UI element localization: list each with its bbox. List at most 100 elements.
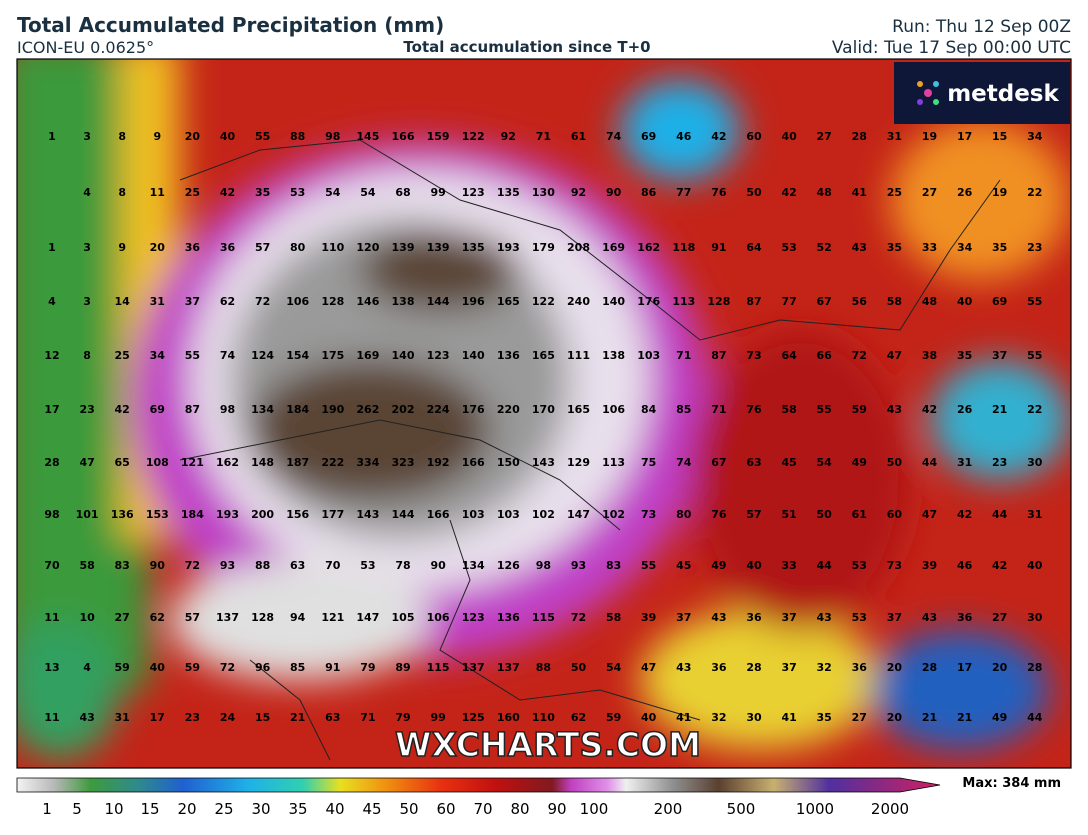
grid-value: 43 [922,611,937,624]
grid-value: 90 [430,559,446,572]
grid-value: 102 [602,508,625,521]
grid-value: 45 [781,456,796,469]
grid-value: 123 [427,349,450,362]
grid-value: 54 [817,456,833,469]
grid-value: 136 [497,611,520,624]
grid-value: 139 [427,241,450,254]
grid-value: 28 [1027,661,1042,674]
grid-value: 42 [957,508,972,521]
grid-value: 72 [571,611,586,624]
grid-value: 15 [992,130,1007,143]
grid-value: 136 [497,349,520,362]
map-frame [16,58,1072,769]
grid-value: 35 [992,241,1007,254]
grid-value: 53 [290,186,305,199]
grid-value: 27 [852,711,867,724]
grid-value: 140 [462,349,485,362]
grid-value: 27 [992,611,1007,624]
grid-value: 50 [817,508,833,521]
grid-value: 165 [497,295,520,308]
colorbar-tick-label: 40 [325,800,344,818]
grid-value: 137 [462,661,485,674]
grid-value: 32 [711,711,726,724]
grid-value: 11 [150,186,165,199]
grid-value: 67 [817,295,832,308]
grid-value: 27 [115,611,130,624]
grid-value: 64 [781,349,797,362]
grid-value: 113 [602,456,625,469]
grid-value: 42 [781,186,796,199]
grid-value: 176 [637,295,660,308]
grid-value: 38 [922,349,937,362]
colorbar [16,777,941,793]
grid-value: 44 [817,559,833,572]
grid-value: 63 [290,559,305,572]
grid-value: 90 [606,186,622,199]
grid-value: 79 [360,661,375,674]
grid-value: 89 [395,661,410,674]
grid-value: 1 [48,130,56,143]
valid: Valid: Tue 17 Sep 00:00 UTC [832,38,1071,58]
grid-value: 43 [711,611,726,624]
grid-value: 45 [676,559,691,572]
grid-value: 53 [360,559,375,572]
grid-value: 98 [325,130,340,143]
grid-value: 187 [286,456,309,469]
grid-value: 54 [325,186,341,199]
grid-value: 179 [532,241,555,254]
grid-value: 87 [746,295,761,308]
grid-value: 42 [220,186,235,199]
grid-value: 36 [957,611,973,624]
grid-value: 106 [286,295,309,308]
grid-value: 35 [887,241,902,254]
grid-value: 91 [325,661,340,674]
subtitle: Total accumulation since T+0 [403,38,650,56]
grid-value: 136 [111,508,134,521]
colorbar-tick-label: 500 [727,800,756,818]
grid-value: 65 [115,456,130,469]
grid-value: 47 [887,349,902,362]
grid-value: 88 [255,559,270,572]
grid-value: 156 [286,508,309,521]
grid-value: 21 [992,403,1007,416]
grid-value: 47 [922,508,937,521]
grid-value: 184 [286,403,309,416]
grid-value: 75 [641,456,656,469]
grid-value: 190 [321,403,344,416]
grid-value: 25 [115,349,130,362]
grid-value: 25 [887,186,902,199]
grid-value: 8 [118,186,126,199]
grid-value: 4 [83,186,91,199]
grid-value: 48 [817,186,832,199]
grid-value: 17 [957,130,972,143]
grid-value: 40 [781,130,797,143]
grid-value: 19 [922,130,937,143]
grid-value: 34 [150,349,166,362]
grid-value: 13 [44,661,59,674]
grid-value: 26 [957,186,973,199]
grid-value: 176 [462,403,485,416]
grid-value: 48 [922,295,937,308]
colorbar-tick-label: 20 [177,800,196,818]
grid-value: 146 [356,295,379,308]
grid-value: 73 [641,508,656,521]
grid-value: 37 [992,349,1007,362]
grid-value: 224 [427,403,450,416]
grid-value: 55 [817,403,832,416]
grid-value: 20 [185,130,201,143]
grid-value: 77 [781,295,796,308]
grid-value: 134 [462,559,485,572]
grid-value: 162 [637,241,660,254]
title: Total Accumulated Precipitation (mm) [17,13,444,37]
grid-value: 138 [602,349,625,362]
grid-value: 61 [852,508,867,521]
grid-value: 166 [392,130,415,143]
colorbar-tick-label: 1000 [796,800,834,818]
grid-value: 43 [852,241,867,254]
grid-value: 17 [150,711,165,724]
grid-value: 166 [427,508,450,521]
grid-value: 143 [532,456,555,469]
grid-value: 51 [781,508,796,521]
